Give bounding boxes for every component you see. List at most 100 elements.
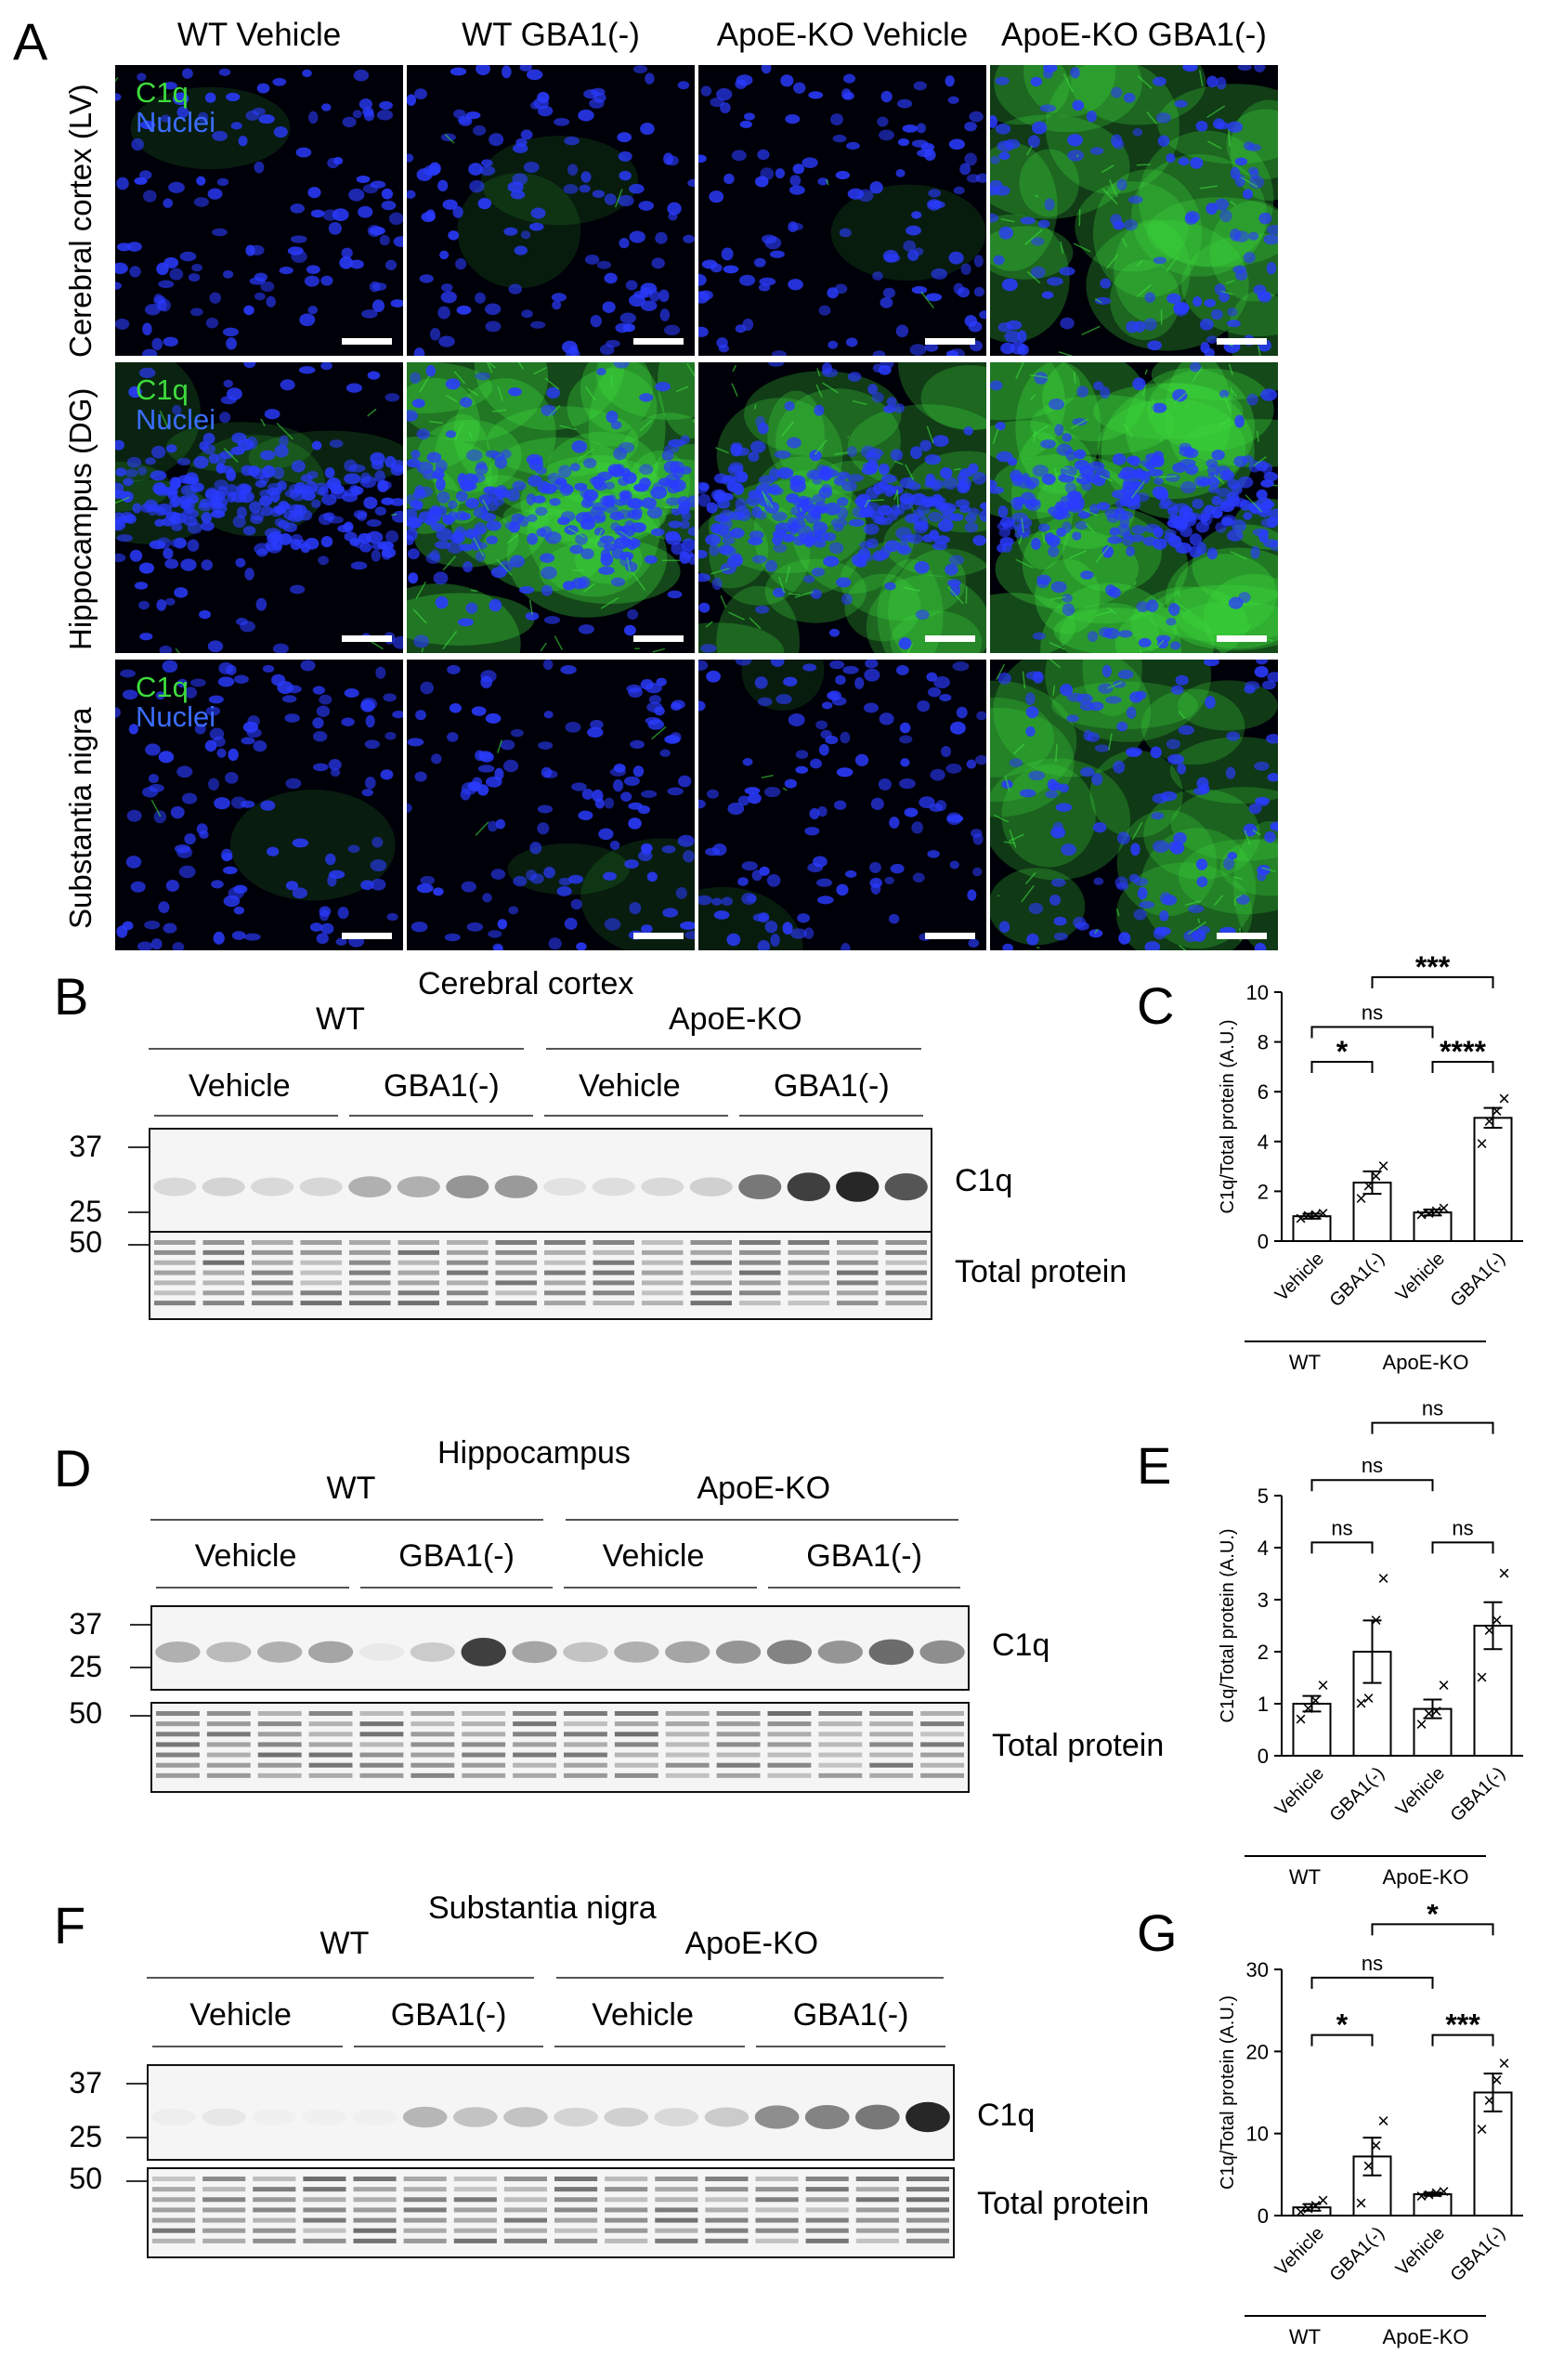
mw-label-50: 50 (69, 2162, 102, 2195)
protein-lane-band (206, 1752, 251, 1758)
significance-bracket (1310, 1061, 1374, 1074)
protein-lane-band (206, 1762, 251, 1768)
protein-lane-band (564, 1762, 607, 1768)
group-label: WT (1289, 2325, 1321, 2348)
protein-lane-band (206, 1711, 251, 1716)
protein-lane-band (705, 2228, 749, 2233)
protein-lane-band (690, 1240, 732, 1245)
y-tick-label: 2 (1258, 1180, 1269, 1203)
protein-lane-band (252, 1270, 293, 1275)
c1q-band (689, 1177, 733, 1197)
significance-bracket (1371, 975, 1494, 988)
data-point: × (1355, 1186, 1367, 1210)
protein-lane-band (202, 1249, 244, 1255)
protein-lane-band (665, 1742, 710, 1747)
data-point: × (1415, 1712, 1427, 1735)
c1q-band (257, 1641, 303, 1663)
category-label: GBA1(-) (1447, 1763, 1509, 1825)
c1q-band (766, 1640, 813, 1665)
protein-lane-band (605, 2238, 648, 2243)
protein-lane-band (614, 1772, 658, 1778)
data-point: × (1476, 1666, 1488, 1689)
protein-lane-band (739, 1301, 781, 1306)
protein-lane-band (495, 1260, 537, 1265)
scale-bar (925, 933, 975, 939)
protein-lane-band (855, 2177, 899, 2181)
subgroup-underline (359, 1587, 553, 1589)
protein-lane-band (665, 1762, 710, 1768)
protein-lane-band (642, 1240, 684, 1245)
column-title-2: WT GBA1(-) (462, 17, 640, 53)
protein-lane-band (564, 1711, 607, 1716)
category-label: Vehicle (1271, 1763, 1328, 1820)
protein-lane-band (206, 1732, 251, 1737)
mw-tick (126, 2137, 147, 2138)
subgroup-label: Vehicle (602, 1538, 705, 1574)
protein-lane-band (411, 1772, 455, 1778)
data-point: × (1483, 1619, 1495, 1642)
protein-lane-band (202, 1260, 244, 1265)
significance-label: * (1427, 1904, 1439, 1930)
y-tick-label: 8 (1258, 1031, 1269, 1054)
protein-lane-band (665, 1732, 710, 1737)
protein-lane-band (303, 2238, 346, 2243)
protein-lane-band (605, 2187, 648, 2192)
protein-lane-band (152, 2228, 196, 2233)
protein-lane-band (202, 1301, 244, 1306)
protein-lane-band (513, 1752, 556, 1758)
c1q-band (919, 1640, 965, 1664)
data-point: × (1498, 1087, 1510, 1110)
protein-lane-band (805, 2187, 849, 2192)
c1q-bands (155, 1638, 965, 1667)
protein-lane-band (642, 1301, 684, 1306)
c1q-band (410, 1641, 455, 1662)
protein-lane-band (614, 1742, 658, 1747)
protein-lane-band (767, 1721, 812, 1727)
micrograph-r2-c3 (698, 362, 986, 653)
subgroup-underline (755, 2046, 945, 2047)
group-underline (566, 1519, 958, 1521)
protein-lane-band (503, 2217, 547, 2223)
protein-lane-band (554, 2217, 598, 2223)
micrograph-r2-c2 (407, 362, 695, 653)
c1q-band (494, 1175, 538, 1198)
protein-lane-band (300, 1270, 342, 1275)
protein-lane-band (353, 2207, 397, 2213)
data-point: × (1430, 2181, 1442, 2204)
protein-lane-band (564, 1742, 607, 1747)
protein-lane-band (805, 2207, 849, 2213)
protein-lane-band (447, 1240, 489, 1245)
protein-lane-band (544, 1301, 586, 1306)
c1q-band (604, 2107, 649, 2127)
protein-lane-band (300, 1280, 342, 1286)
protein-lane-band (154, 1260, 196, 1265)
data-point: × (1302, 2197, 1314, 2220)
significance-bracket (1371, 1421, 1494, 1434)
protein-lane-band (665, 1721, 710, 1727)
group-label: WT (1289, 1351, 1321, 1374)
c1q-band (446, 1175, 489, 1198)
protein-lane-band (252, 1249, 293, 1255)
category-label: GBA1(-) (1326, 1249, 1388, 1311)
protein-lane-band (665, 1772, 710, 1778)
protein-lane-band (564, 1772, 607, 1778)
mw-label-25: 25 (69, 1650, 102, 1683)
protein-lane-band (920, 1732, 964, 1737)
protein-lane-band (206, 1721, 251, 1727)
protein-lane-band (152, 2217, 196, 2223)
mw-label-25: 25 (69, 1195, 102, 1228)
micrograph-r1-c3 (698, 65, 986, 356)
data-point: × (1295, 2200, 1307, 2223)
micrograph-image (115, 362, 403, 653)
protein-lane-band (716, 1752, 761, 1758)
significance-label: ns (1331, 1516, 1352, 1539)
protein-lane-band (593, 1270, 634, 1275)
y-tick-label: 3 (1258, 1589, 1269, 1612)
protein-lane-band (554, 2207, 598, 2213)
scale-bar (925, 635, 975, 642)
protein-lane-band (920, 1762, 964, 1768)
protein-lane-band (855, 2207, 899, 2213)
protein-lane-band (411, 1752, 455, 1758)
y-tick-label: 10 (1246, 981, 1269, 1004)
